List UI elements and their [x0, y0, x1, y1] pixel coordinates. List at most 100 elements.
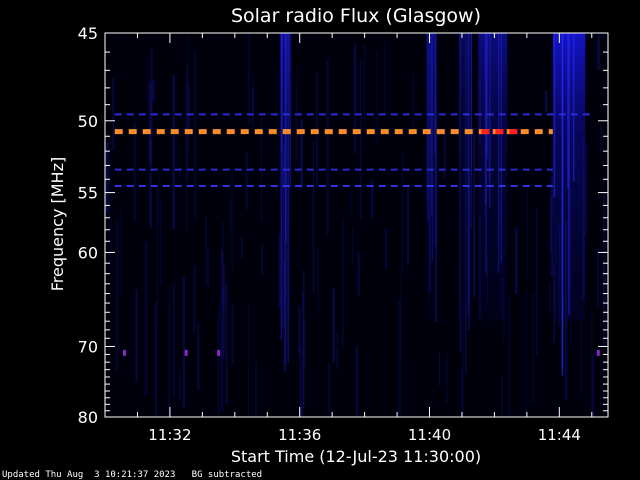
- noise-streak: [169, 284, 171, 417]
- updated-timestamp: Updated Thu Aug 3 10:21:37 2023: [2, 470, 176, 480]
- noise-streak: [565, 221, 568, 400]
- noise-streak: [150, 49, 153, 136]
- noise-streak: [357, 251, 360, 295]
- burst-streak: [289, 33, 292, 190]
- noise-streak: [461, 365, 464, 417]
- noise-streak: [383, 41, 386, 114]
- noise-streak: [248, 303, 250, 417]
- noise-streak: [603, 260, 606, 306]
- noise-streak: [207, 247, 210, 287]
- noise-streak: [332, 288, 335, 363]
- noise-streak: [486, 258, 489, 301]
- noise-streak: [355, 346, 358, 417]
- noise-streak: [105, 142, 109, 213]
- y-tick-label: 50: [78, 112, 98, 131]
- noise-streak: [312, 141, 315, 292]
- noise-streak: [149, 138, 152, 228]
- x-tick-label: 11:36: [278, 426, 321, 444]
- noise-streak: [133, 121, 136, 222]
- burst: [426, 33, 437, 321]
- burst-streak: [464, 33, 467, 374]
- y-axis: 45 50 55 60 70 80: [78, 24, 608, 427]
- burst-streak: [467, 33, 469, 315]
- noise-streak: [260, 116, 263, 221]
- noise-streak: [554, 229, 557, 263]
- noise-streak: [597, 248, 599, 308]
- noise-streak: [370, 178, 374, 218]
- noise-streak: [317, 248, 320, 309]
- noise-streak: [178, 369, 181, 403]
- burst-streak: [429, 33, 431, 291]
- plot-area: [105, 33, 608, 417]
- noise-streak: [303, 319, 306, 369]
- noise-streak: [197, 323, 200, 390]
- burst-streak: [485, 33, 487, 205]
- noise-streak: [426, 125, 428, 204]
- noise-streak: [295, 84, 297, 162]
- plot-frame: [104, 32, 609, 418]
- noise-streak: [185, 79, 188, 230]
- noise-streak: [186, 65, 188, 180]
- x-tick-label: 11:32: [148, 426, 191, 444]
- noise-streak: [146, 56, 149, 107]
- noise-streak: [255, 360, 257, 417]
- noise-streak: [487, 105, 490, 181]
- burst-streak: [485, 33, 487, 274]
- noise-streak: [582, 137, 585, 300]
- noise-streak: [525, 291, 528, 417]
- noise-streak: [299, 346, 302, 417]
- y-tick-label: 80: [78, 408, 98, 427]
- noise-streak: [282, 152, 285, 330]
- noise-streak: [531, 292, 535, 404]
- burst: [280, 33, 290, 321]
- noise-streak: [597, 34, 600, 71]
- noise-streak: [222, 288, 225, 358]
- noise-streak: [384, 229, 387, 269]
- noise-streak: [283, 260, 286, 373]
- noise-streak: [231, 171, 233, 274]
- noise-streak: [223, 265, 226, 311]
- noise-streak: [603, 190, 606, 351]
- noise-streak: [179, 146, 181, 185]
- bg-note: BG subtracted: [191, 470, 263, 480]
- noise-streak: [592, 353, 595, 417]
- noise-streak: [550, 176, 553, 277]
- noise-streak: [549, 195, 552, 254]
- burst-streak: [435, 33, 437, 323]
- burst-streak: [470, 33, 473, 176]
- noise-streak: [278, 233, 281, 308]
- noise-streak: [353, 51, 356, 116]
- noise-streak: [252, 75, 254, 115]
- noise-streak: [315, 72, 319, 186]
- noise-streak: [398, 299, 401, 417]
- noise-streak: [245, 152, 248, 210]
- noise-streak: [172, 283, 176, 398]
- burst-streak: [489, 33, 491, 208]
- artifact-dot: [184, 349, 188, 356]
- noise-streak: [500, 181, 503, 314]
- noise-streak: [276, 69, 278, 200]
- noise-streak: [445, 354, 448, 404]
- x-tick-label: 11:40: [408, 426, 451, 444]
- noise-streak: [407, 184, 410, 266]
- noise-streak: [301, 292, 304, 417]
- noise-streak: [187, 33, 189, 154]
- noise-streak: [222, 222, 224, 295]
- noise-streak: [434, 100, 437, 247]
- noise-streak: [188, 84, 191, 132]
- noise-streak: [439, 350, 441, 387]
- noise-streak: [148, 81, 152, 163]
- noise-streak: [342, 218, 344, 347]
- noise-streak: [508, 296, 511, 417]
- noise-streak: [544, 90, 548, 112]
- noise-streak: [205, 215, 207, 286]
- noise-streak: [401, 152, 404, 274]
- noise-streak: [159, 198, 161, 285]
- noise-streak: [412, 74, 415, 135]
- noise-layer: [105, 33, 609, 417]
- noise-streak: [247, 33, 251, 126]
- noise-streak: [167, 307, 170, 417]
- x-axis-label: Start Time (12-Jul-23 11:30:00): [231, 447, 481, 466]
- noise-streak: [434, 35, 436, 59]
- artifact-dot: [596, 349, 600, 356]
